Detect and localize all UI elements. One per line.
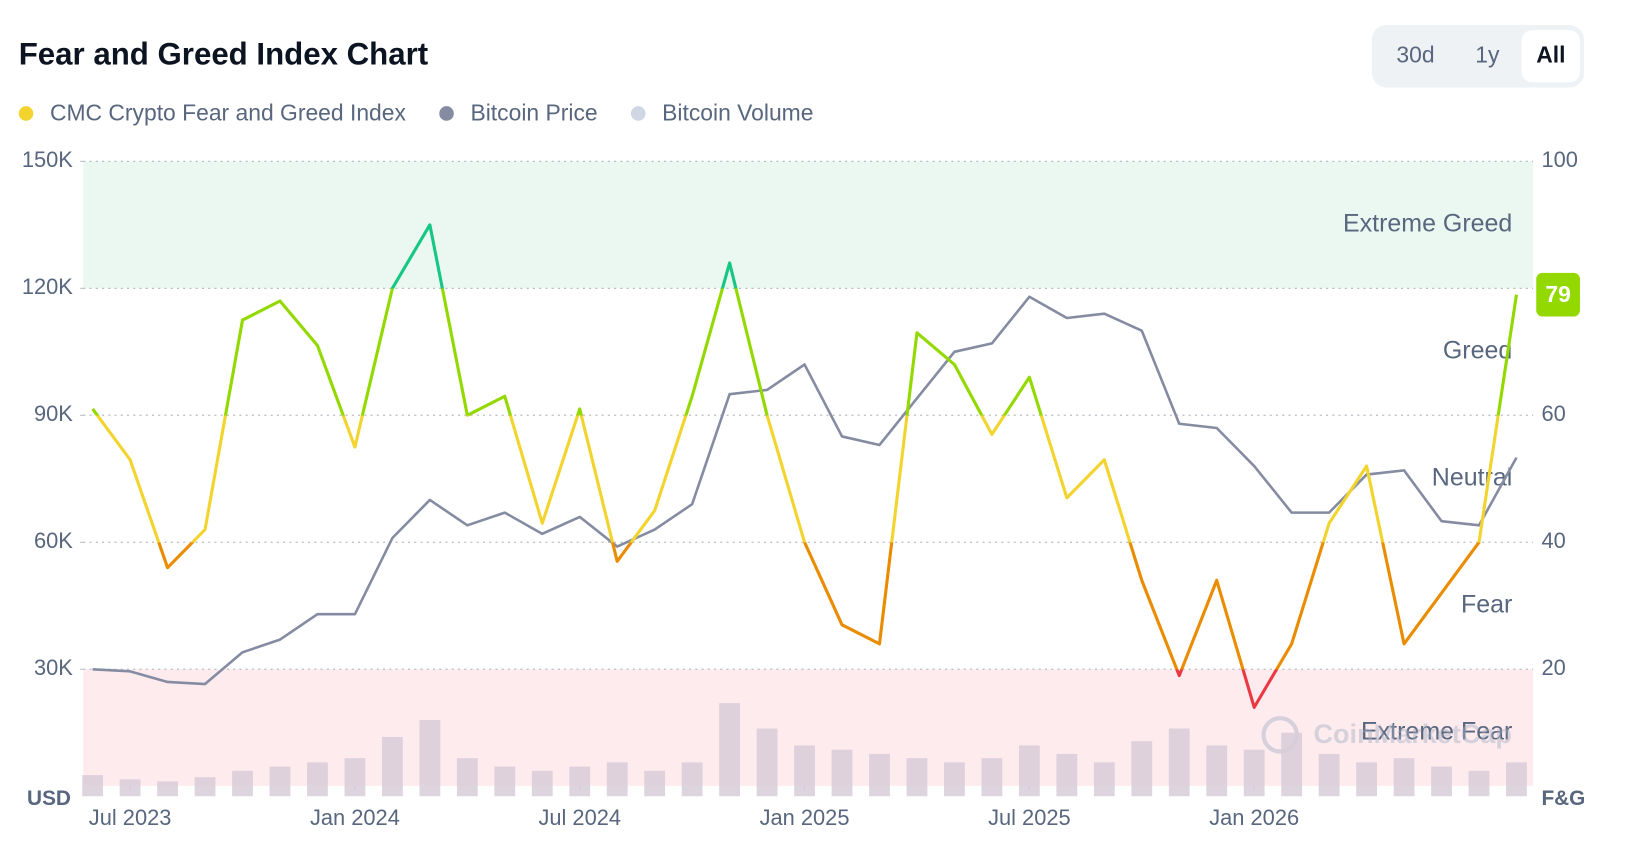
range-button[interactable]: 1y: [1475, 41, 1500, 67]
range-button[interactable]: All: [1521, 30, 1580, 83]
volume-bar: [1506, 762, 1527, 797]
volume-bar: [869, 753, 890, 797]
volume-bar: [644, 770, 666, 797]
x-tick-label: Jul 2024: [538, 805, 621, 830]
volume-bar: [1093, 762, 1115, 797]
zone-label: Extreme Fear: [1361, 717, 1512, 745]
range-button-label[interactable]: 1y: [1475, 41, 1500, 67]
volume-bar: [1168, 728, 1190, 797]
volume-bar: [307, 762, 328, 797]
current-value-label: 79: [1545, 281, 1570, 307]
volume-bar: [981, 758, 1003, 797]
x-tick-label: Jul 2023: [89, 805, 172, 830]
volume-bar: [794, 745, 815, 797]
x-tick-label: Jan 2026: [1209, 805, 1299, 830]
y2-tick-label: 20: [1541, 655, 1565, 680]
volume-bar: [569, 766, 591, 797]
y2-tick-label: 60: [1541, 401, 1565, 426]
zone-label: Greed: [1443, 336, 1512, 364]
y-tick-label: 60K: [34, 528, 73, 553]
volume-bar: [531, 770, 553, 797]
current-value-badge: [1536, 272, 1580, 317]
range-button-label[interactable]: 30d: [1396, 41, 1434, 67]
x-tick-label: Jan 2025: [760, 805, 850, 830]
legend-marker: [630, 106, 646, 121]
volume-bar: [269, 766, 291, 797]
range-button[interactable]: 30d: [1396, 41, 1434, 67]
volume-bar: [1468, 770, 1490, 797]
volume-bar: [906, 758, 928, 797]
y-axis-label: USD: [27, 787, 71, 810]
volume-bar: [194, 777, 216, 797]
range-button-active-bg: [1521, 30, 1580, 83]
legend-label[interactable]: Bitcoin Price: [470, 100, 597, 126]
y2-tick-label: 100: [1541, 147, 1577, 172]
volume-bar: [119, 779, 141, 797]
volume-bar: [1243, 749, 1265, 797]
volume-bar: [82, 775, 104, 797]
range-button-label[interactable]: All: [1536, 41, 1565, 67]
volume-bar: [1318, 753, 1340, 797]
zone-label: Neutral: [1432, 463, 1513, 491]
zone-label: Fear: [1461, 590, 1512, 618]
y2-axis-label: F&G: [1541, 787, 1585, 810]
volume-bar: [1393, 758, 1415, 797]
volume-bar: [1356, 762, 1377, 797]
volume-bar: [756, 728, 778, 797]
legend-label[interactable]: CMC Crypto Fear and Greed Index: [50, 100, 407, 126]
y-tick-label: 120K: [22, 274, 73, 299]
legend-marker: [439, 106, 454, 121]
volume-bar: [681, 762, 703, 797]
y-tick-label: 90K: [34, 401, 73, 426]
volume-bar: [157, 781, 178, 797]
volume-bar: [831, 749, 853, 797]
volume-bar: [1056, 753, 1078, 797]
volume-bar: [494, 766, 516, 797]
volume-bar: [419, 720, 441, 797]
zone-label: Extreme Greed: [1343, 209, 1512, 237]
legend-label[interactable]: Bitcoin Volume: [662, 100, 813, 126]
zone-background: [83, 161, 1534, 289]
volume-bar: [1281, 732, 1303, 797]
volume-bar: [1018, 745, 1040, 797]
x-tick-label: Jan 2024: [310, 805, 400, 830]
y-tick-label: 30K: [34, 655, 73, 680]
series-line: [91, 223, 1519, 709]
volume-bar: [944, 762, 965, 797]
volume-bar: [344, 758, 366, 797]
volume-bar: [1131, 741, 1153, 797]
series-line: [92, 295, 1518, 686]
volume-bar: [1206, 745, 1228, 797]
legend-item[interactable]: CMC Crypto Fear and Greed Index: [18, 100, 407, 126]
volume-bar: [381, 736, 403, 797]
volume-bar: [1431, 766, 1452, 797]
legend-item[interactable]: Bitcoin Volume: [630, 100, 814, 126]
y-tick-label: 150K: [22, 147, 73, 172]
watermark-text: CoinMarketCap: [1314, 719, 1512, 749]
legend-marker: [18, 106, 34, 121]
volume-bar: [456, 758, 478, 797]
volume-bar: [719, 703, 741, 797]
chart-title: Fear and Greed Index Chart: [19, 36, 429, 71]
legend-item[interactable]: Bitcoin Price: [439, 100, 598, 126]
volume-bar: [606, 762, 628, 797]
y2-tick-label: 40: [1541, 528, 1565, 553]
volume-bar: [232, 770, 253, 797]
x-tick-label: Jul 2025: [988, 805, 1071, 830]
